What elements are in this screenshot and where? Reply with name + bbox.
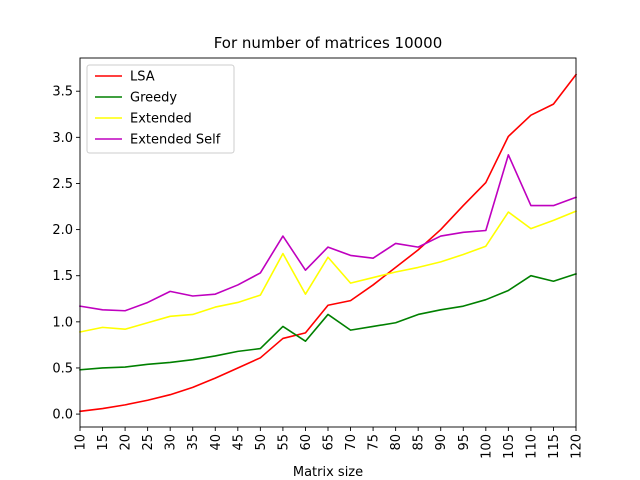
legend-box (86, 64, 235, 154)
x-tick-label: 75 (367, 434, 382, 451)
series-line-extended-self (79, 154, 578, 312)
x-tick-label: 120 (570, 434, 585, 459)
axes-layer: 0.0 0.5 1.0 1.5 2.0 2.5 3.0 3.5 10 15 20 25 30 35 40 45… (52, 57, 585, 459)
x-tick-label: 115 (547, 434, 562, 459)
x-tick-label: 60 (299, 434, 314, 451)
x-tick-label: 85 (412, 434, 427, 451)
x-tick-label: 45 (231, 434, 246, 451)
x-tick-label: 110 (524, 434, 539, 459)
y-tick-label: 2.0 (52, 223, 73, 238)
x-axis-label: Matrix size (293, 465, 363, 480)
legend: LSA Greedy Extended Extended Self (86, 64, 235, 154)
series-line-lsa (79, 73, 578, 413)
y-tick-label: 2.5 (52, 177, 73, 192)
x-tick-label: 15 (96, 434, 111, 451)
x-tick-label: 30 (164, 434, 179, 451)
y-tick-label: 3.0 (52, 131, 73, 146)
series-line-greedy (79, 272, 578, 371)
legend-label: Greedy (130, 91, 177, 106)
y-tick-label: 3.5 (52, 85, 73, 100)
x-tick-label: 100 (479, 434, 494, 459)
x-tick-label: 90 (434, 434, 449, 451)
legend-label: Extended Self (130, 133, 221, 148)
x-tick-label: 20 (119, 434, 134, 451)
x-tick-label: 50 (254, 434, 269, 451)
y-tick-label: 0.0 (52, 408, 73, 423)
x-tick-label: 35 (186, 434, 201, 451)
x-tick-label: 25 (141, 434, 156, 451)
legend-label: LSA (130, 70, 155, 85)
y-tick-label: 1.5 (52, 269, 73, 284)
x-tick-label: 95 (457, 434, 472, 451)
series-layer (79, 73, 578, 413)
x-tick-label: 65 (322, 434, 337, 451)
chart-title: For number of matrices 10000 (214, 34, 443, 52)
x-tick-label: 55 (276, 434, 291, 451)
legend-label: Extended (130, 112, 192, 127)
x-tick-label: 10 (74, 434, 89, 451)
x-tick-label: 105 (502, 434, 517, 459)
x-tick-label: 70 (344, 434, 359, 451)
series-line-extended (79, 210, 578, 333)
y-tick-label: 1.0 (52, 315, 73, 330)
x-tick-label: 40 (209, 434, 224, 451)
x-tick-label: 80 (389, 434, 404, 451)
y-tick-label: 0.5 (52, 361, 73, 376)
